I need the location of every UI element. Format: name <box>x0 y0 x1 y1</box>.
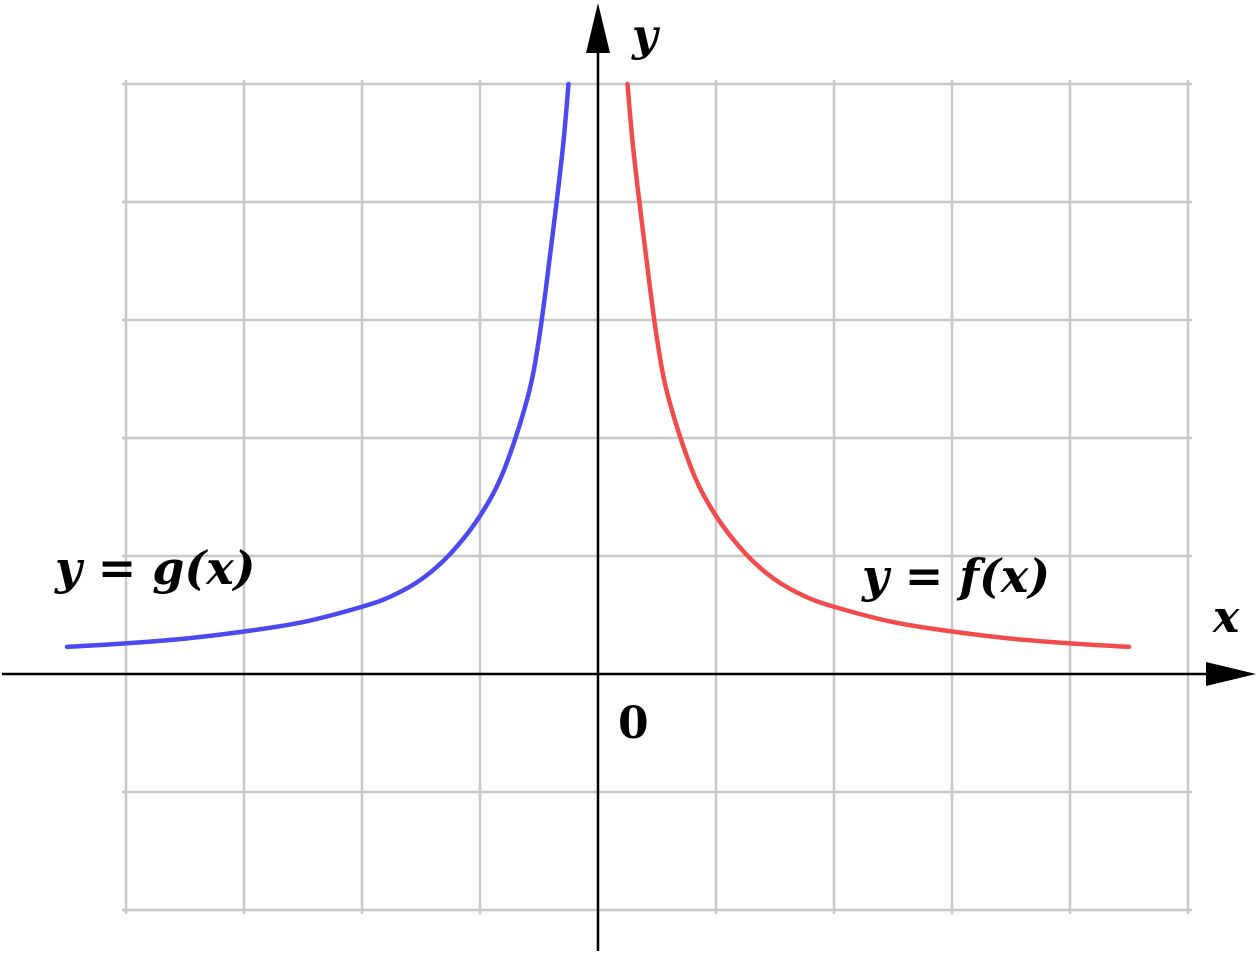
series-g-label: y = g(x) <box>54 541 255 595</box>
origin-label: 0 <box>618 698 649 749</box>
x-axis-arrow-icon <box>1206 662 1256 686</box>
x-axis-label: x <box>1212 592 1240 643</box>
series-f-line <box>625 81 1132 650</box>
series-g-line <box>64 81 571 650</box>
axes <box>2 3 1256 951</box>
series-f-label: y = f(x) <box>861 549 1050 603</box>
grid <box>122 80 1192 914</box>
y-axis-arrow-icon <box>586 3 610 53</box>
y-axis-label: y <box>631 10 661 61</box>
curves <box>64 81 1132 650</box>
